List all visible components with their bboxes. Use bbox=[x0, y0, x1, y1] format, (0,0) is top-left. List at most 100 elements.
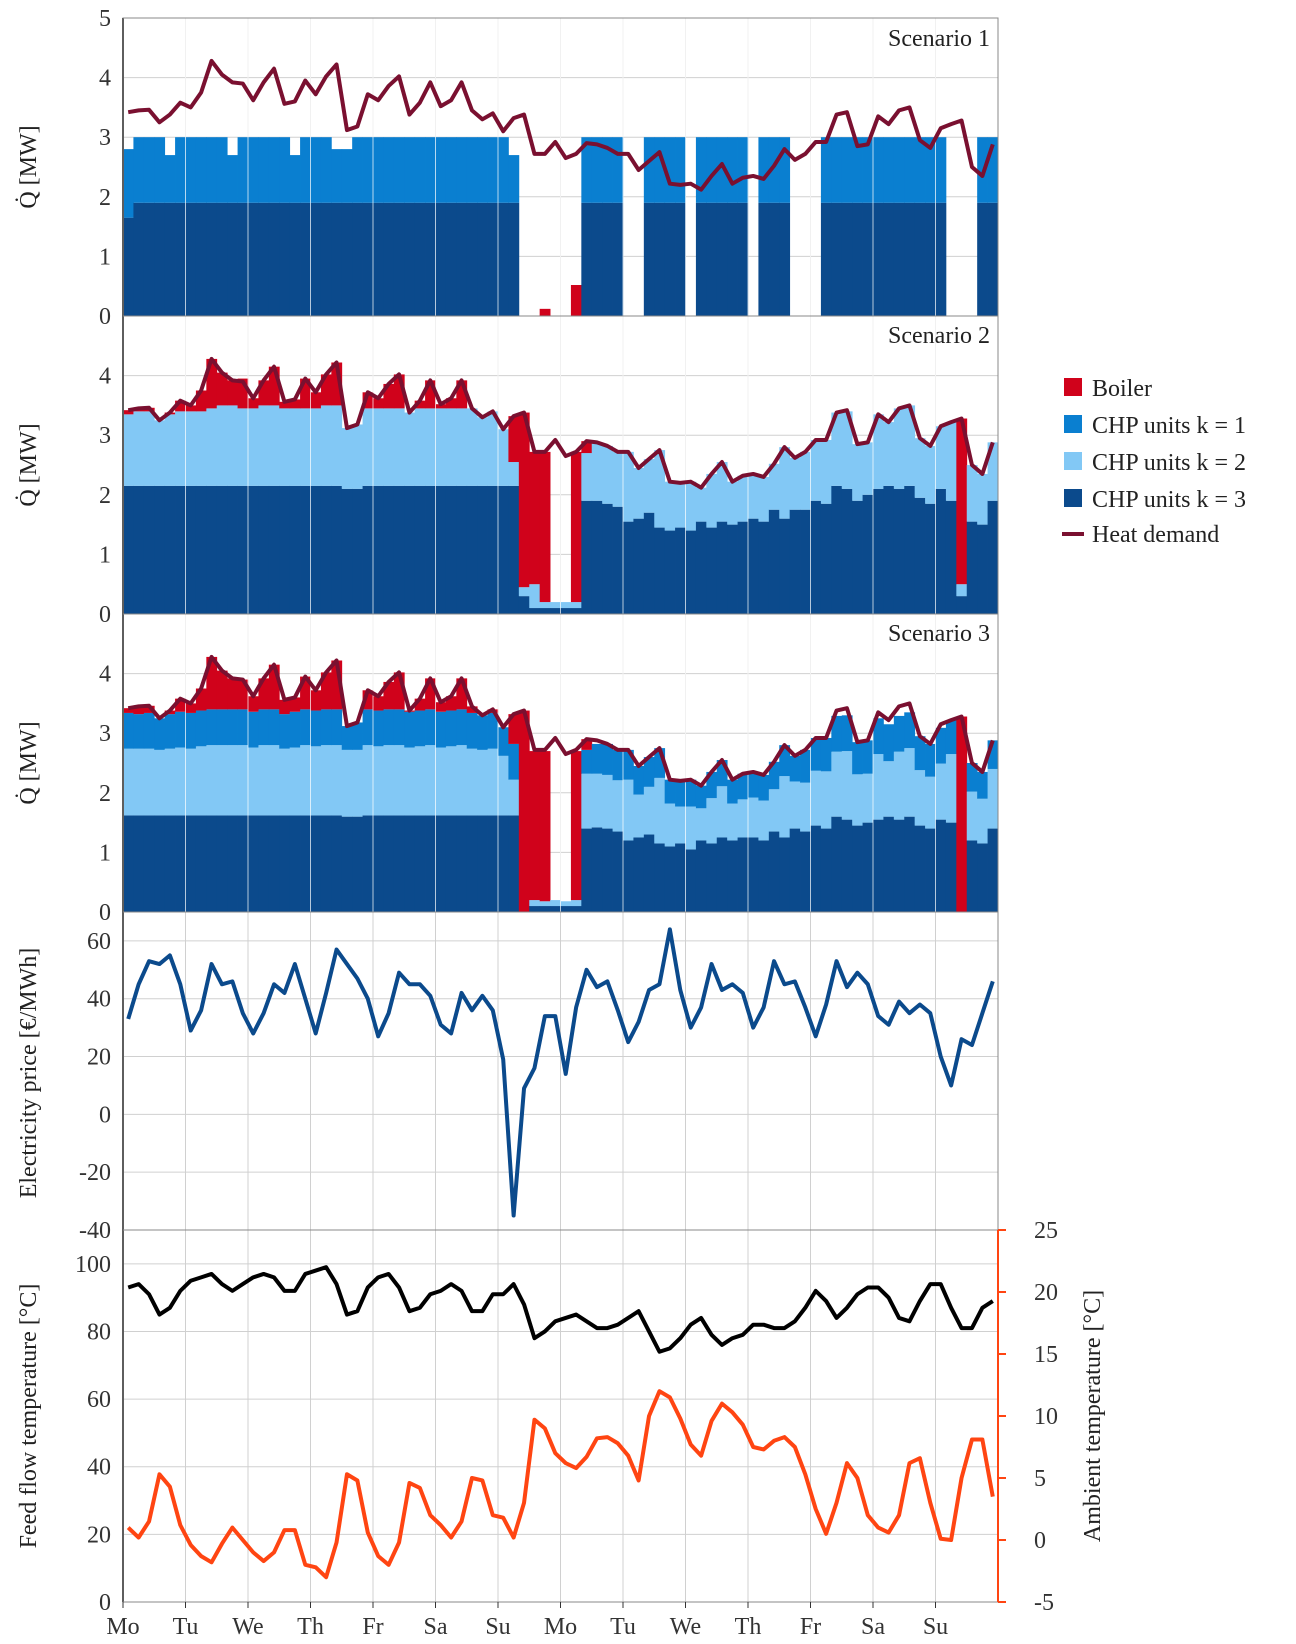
bar-k2 bbox=[893, 408, 905, 489]
bar-k3 bbox=[623, 840, 634, 912]
bar-k1 bbox=[216, 709, 228, 746]
bar-k2 bbox=[206, 408, 218, 486]
bar-k2 bbox=[841, 751, 853, 820]
bar-k1 bbox=[675, 780, 686, 807]
bar-k3 bbox=[643, 202, 655, 316]
panel-temperatures: Feed flow temperature [°C] Ambient tempe… bbox=[16, 1218, 1106, 1640]
y-tick-label: -20 bbox=[79, 1160, 111, 1186]
bar-k3 bbox=[716, 202, 728, 316]
bar-k3 bbox=[227, 815, 238, 912]
bar-k3 bbox=[518, 596, 530, 614]
bar-k3 bbox=[404, 815, 416, 912]
bar-k2 bbox=[550, 900, 561, 907]
panel-5-y-axis-label-left: Feed flow temperature [°C] bbox=[16, 1284, 42, 1549]
bar-k2 bbox=[935, 763, 947, 820]
bar-k1 bbox=[883, 137, 895, 203]
bar-k2 bbox=[977, 798, 988, 844]
bar-k3 bbox=[654, 202, 666, 316]
panel-3-marks bbox=[122, 614, 999, 912]
bar-k3 bbox=[966, 840, 978, 912]
x-tick-label: We bbox=[670, 1614, 701, 1640]
bar-k1 bbox=[445, 137, 457, 203]
bar-k2 bbox=[862, 442, 874, 495]
bar-k3 bbox=[425, 485, 436, 614]
y-tick-label: 0 bbox=[99, 900, 111, 926]
bar-k2 bbox=[643, 459, 655, 513]
bar-k3 bbox=[820, 503, 832, 614]
bar-k2 bbox=[508, 779, 520, 816]
bar-k1 bbox=[289, 711, 301, 748]
y-right-tick-label: 5 bbox=[1034, 1466, 1046, 1492]
bar-k3 bbox=[227, 202, 238, 316]
bar-k1 bbox=[258, 137, 270, 203]
bar-k1 bbox=[768, 137, 780, 203]
bar-boiler bbox=[570, 451, 582, 603]
bar-k1 bbox=[820, 137, 832, 203]
bar-k1 bbox=[737, 137, 749, 203]
bar-k1 bbox=[862, 137, 874, 203]
bar-k2 bbox=[445, 746, 457, 816]
bar-k3 bbox=[185, 485, 197, 614]
bar-k3 bbox=[977, 843, 988, 912]
bar-k3 bbox=[487, 815, 499, 912]
bar-k1 bbox=[695, 785, 707, 809]
bar-boiler bbox=[175, 698, 186, 712]
bar-k1 bbox=[716, 760, 728, 787]
bar-k2 bbox=[289, 408, 301, 486]
panel-4-y-ticks: -40 -20 0 20 40 60 bbox=[79, 929, 111, 1244]
bar-k3 bbox=[966, 521, 978, 614]
bar-boiler bbox=[539, 308, 551, 316]
bar-k3 bbox=[612, 202, 624, 316]
bar-boiler bbox=[362, 690, 374, 710]
bar-boiler bbox=[195, 390, 207, 412]
bar-k2 bbox=[487, 748, 499, 816]
bar-k1 bbox=[279, 714, 291, 749]
bar-k3 bbox=[206, 485, 218, 614]
bar-boiler bbox=[248, 398, 259, 409]
bar-k3 bbox=[664, 530, 676, 614]
y-tick-label: 1 bbox=[99, 244, 111, 270]
bar-k2 bbox=[216, 405, 228, 486]
bar-k2 bbox=[185, 748, 197, 816]
bar-k1 bbox=[831, 715, 843, 752]
bar-boiler bbox=[393, 672, 405, 710]
panel-4-grid bbox=[123, 912, 998, 1231]
bar-k2 bbox=[831, 751, 843, 817]
bar-k2 bbox=[737, 475, 749, 522]
bar-k3 bbox=[331, 815, 343, 912]
bar-k2 bbox=[612, 451, 624, 507]
bar-k1 bbox=[383, 137, 395, 203]
heat-demand-line bbox=[127, 58, 995, 192]
bar-k1 bbox=[331, 709, 343, 746]
bar-k2 bbox=[966, 465, 978, 522]
bar-k1 bbox=[810, 737, 822, 771]
bar-k3 bbox=[591, 500, 603, 614]
bar-k3 bbox=[206, 815, 218, 912]
bar-k2 bbox=[925, 445, 936, 504]
bar-k3 bbox=[529, 906, 541, 912]
y-tick-label: 60 bbox=[87, 929, 111, 955]
bar-k2 bbox=[123, 748, 134, 816]
bar-k1 bbox=[268, 137, 280, 203]
bar-k1 bbox=[362, 137, 374, 203]
bar-k3 bbox=[300, 815, 311, 912]
bar-k3 bbox=[675, 202, 686, 316]
bar-k3 bbox=[737, 202, 749, 316]
bar-k2 bbox=[779, 776, 791, 838]
bar-k3 bbox=[362, 485, 374, 614]
bar-k1 bbox=[664, 137, 676, 203]
bar-boiler bbox=[143, 705, 155, 713]
bar-k2 bbox=[633, 794, 645, 838]
bar-k3 bbox=[977, 202, 988, 316]
bar-k3 bbox=[758, 840, 770, 912]
bar-k1 bbox=[737, 773, 749, 800]
bar-k2 bbox=[133, 411, 145, 486]
bar-k2 bbox=[539, 602, 551, 609]
bar-k3 bbox=[612, 831, 624, 912]
bar-k2 bbox=[373, 408, 384, 486]
y-right-tick-label: -5 bbox=[1034, 1590, 1054, 1616]
bar-k1 bbox=[227, 155, 238, 203]
bar-k3 bbox=[883, 816, 895, 912]
bar-k3 bbox=[445, 202, 457, 316]
